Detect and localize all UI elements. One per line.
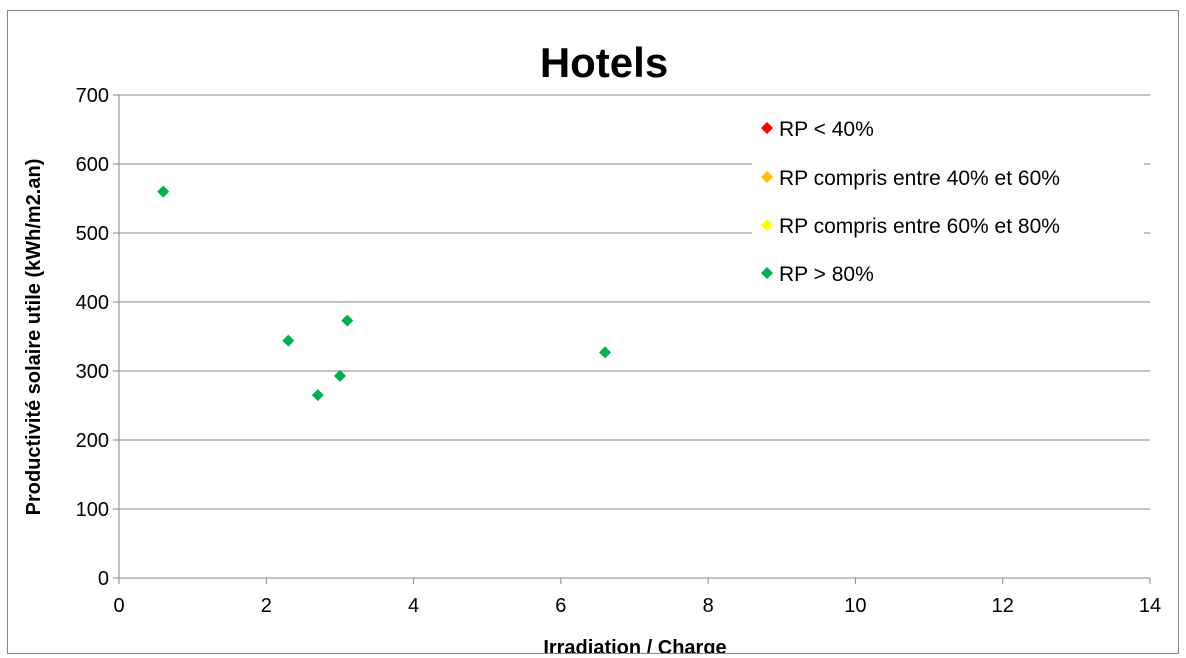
y-tick-label: 0: [98, 568, 109, 590]
x-tick-label: 2: [261, 595, 272, 617]
axes: [113, 94, 1151, 584]
x-tick-label: 6: [555, 595, 566, 617]
chart-frame: 0 100 200 300 400 500 600 700 0 2 4 6 8 10 12 14 RP < 4…: [7, 10, 1179, 654]
tick-labels: 0 100 200 300 400 500 600 700 0 2 4 6 8 10 12 14: [76, 85, 1162, 617]
y-tick-label: 100: [76, 499, 109, 521]
legend-marker: [761, 219, 773, 231]
x-tick-label: 12: [992, 595, 1014, 617]
data-point: [157, 185, 170, 198]
y-tick-label: 600: [76, 154, 109, 176]
x-tick-label: 14: [1139, 595, 1161, 617]
chart-title: Hotels: [540, 39, 668, 86]
legend-box: [752, 109, 1144, 299]
y-tick-label: 300: [76, 361, 109, 383]
y-tick-label: 200: [76, 430, 109, 452]
legend-entry: RP compris entre 40% et 60%: [779, 167, 1060, 190]
x-tick-label: 4: [408, 595, 419, 617]
data-point: [282, 334, 295, 347]
data-point: [333, 369, 346, 382]
x-tick-label: 10: [844, 595, 866, 617]
y-tick-label: 400: [76, 292, 109, 314]
data-point: [311, 389, 324, 402]
y-tick-label: 700: [76, 85, 109, 107]
x-tick-label: 0: [113, 595, 124, 617]
legend-entry: RP > 80%: [779, 263, 874, 286]
x-tick-label: 8: [703, 595, 714, 617]
legend-marker: [761, 267, 773, 279]
x-axis-label: Irradiation / Charge: [543, 637, 726, 653]
scatter-chart: 0 100 200 300 400 500 600 700 0 2 4 6 8 10 12 14 RP < 4…: [23, 39, 1162, 653]
legend: RP < 40% RP compris entre 40% et 60% RP co…: [752, 109, 1144, 299]
data-points: [157, 185, 612, 402]
legend-marker: [761, 171, 773, 183]
legend-entry: RP compris entre 60% et 80%: [779, 215, 1060, 238]
data-point: [599, 346, 612, 359]
legend-entry: RP < 40%: [779, 118, 874, 141]
y-tick-label: 500: [76, 223, 109, 245]
legend-marker: [761, 122, 773, 134]
gridlines: [119, 94, 1150, 510]
y-axis-label: Productivité solaire utile (kWh/m2.an): [23, 159, 45, 516]
data-point: [341, 314, 354, 327]
